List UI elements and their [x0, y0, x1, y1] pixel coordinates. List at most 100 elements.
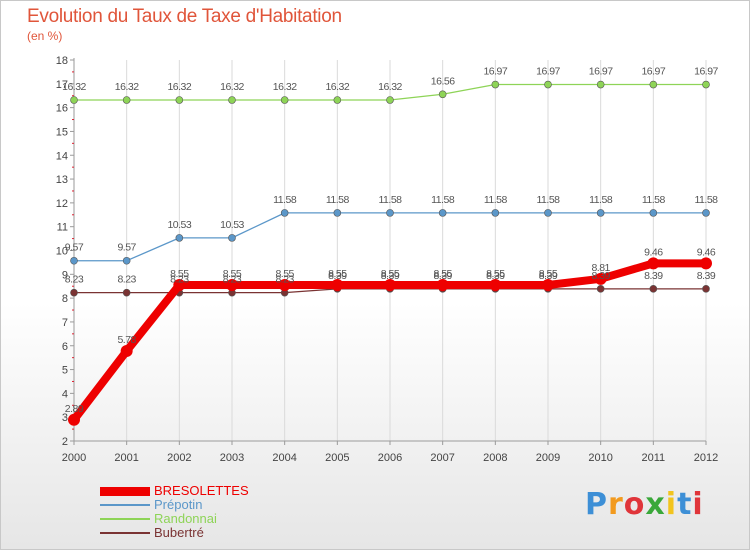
data-point	[333, 96, 342, 104]
data-label: 8.81	[591, 262, 610, 274]
data-point	[544, 80, 552, 89]
data-label: 8.23	[117, 274, 136, 286]
data-label: 16.97	[641, 66, 665, 78]
data-label: 11.58	[431, 194, 455, 206]
data-label: 8.39	[697, 270, 716, 282]
data-label: 16.32	[115, 81, 139, 93]
data-point	[702, 209, 710, 217]
data-label: 11.58	[326, 194, 350, 206]
data-label: 8.55	[539, 268, 558, 280]
data-label: 8.55	[170, 268, 189, 280]
x-tick-label: 2012	[694, 452, 718, 464]
y-tick-label: 3	[62, 412, 68, 424]
proxiti-logo: Proxiti	[585, 487, 704, 522]
y-tick-label: 13	[56, 174, 68, 186]
x-tick-label: 2001	[114, 452, 138, 464]
data-point	[70, 96, 78, 104]
logo-letter: o	[623, 487, 646, 522]
legend-label: Randonnai	[154, 511, 217, 526]
x-tick-label: 2009	[536, 452, 560, 464]
grid-lines	[73, 60, 707, 441]
data-label: 16.97	[536, 66, 560, 78]
data-label: 11.58	[273, 194, 297, 206]
data-label: 8.39	[433, 270, 452, 282]
data-label: 9.57	[65, 242, 84, 254]
data-point	[68, 413, 80, 426]
legend-item: BRESOLETTES	[100, 484, 249, 498]
data-label: 16.32	[167, 81, 191, 93]
y-tick-label: 17	[56, 79, 68, 91]
data-point	[438, 90, 447, 99]
legend-swatch	[100, 532, 150, 534]
data-point	[702, 285, 710, 293]
logo-letter: x	[645, 487, 666, 522]
y-tick-label: 8	[62, 293, 68, 305]
data-label: 8.39	[328, 270, 347, 282]
data-point	[489, 279, 502, 292]
legend-item: Randonnai	[100, 512, 249, 526]
data-label: 8.55	[433, 268, 452, 280]
legend-label: Prépotin	[154, 497, 203, 512]
data-label: 8.23	[65, 274, 84, 286]
data-label: 8.39	[644, 270, 663, 282]
y-tick-label: 16	[56, 103, 68, 115]
data-point	[175, 96, 184, 104]
y-tick-label: 5	[62, 365, 68, 377]
legend-label: BRESOLETTES	[154, 483, 249, 498]
y-tick-label: 11	[57, 222, 68, 234]
x-tick-label: 2005	[325, 452, 349, 464]
logo-letter: i	[665, 487, 678, 522]
data-label: 16.97	[483, 66, 507, 78]
x-tick-label: 2008	[483, 452, 507, 464]
data-label: 16.32	[273, 81, 297, 93]
data-label: 8.39	[381, 270, 400, 282]
data-point	[122, 256, 131, 265]
y-tick-label: 12	[56, 198, 68, 210]
data-point	[228, 234, 236, 242]
data-point	[280, 96, 289, 104]
y-tick-label: 9	[62, 269, 68, 281]
data-label: 9.46	[644, 246, 663, 258]
data-label: 8.55	[275, 268, 294, 280]
x-tick-label: 2004	[272, 452, 296, 464]
data-label: 9.57	[117, 242, 136, 254]
data-point	[436, 279, 449, 292]
data-label: 11.58	[537, 194, 561, 206]
data-point	[702, 80, 710, 89]
data-label: 16.32	[220, 81, 244, 93]
data-point	[649, 209, 658, 217]
data-label: 11.58	[484, 194, 508, 206]
data-point	[649, 285, 658, 293]
data-point	[333, 209, 342, 217]
data-point	[386, 96, 394, 104]
data-label: 2.89	[65, 403, 84, 415]
data-label: 16.32	[62, 81, 86, 93]
data-point	[700, 257, 712, 270]
data-point	[647, 257, 660, 270]
data-label: 16.32	[325, 81, 349, 93]
y-tick-label: 14	[56, 150, 68, 162]
data-point	[544, 209, 552, 217]
data-label: 11.58	[642, 194, 666, 206]
legend-item: Bubertré	[100, 526, 249, 540]
y-tick-label: 7	[62, 317, 68, 329]
x-tick-label: 2002	[167, 452, 191, 464]
data-point	[384, 279, 396, 292]
chart-subtitle: (en %)	[27, 29, 63, 43]
legend-swatch	[100, 504, 150, 506]
data-point	[280, 209, 289, 217]
data-label: 16.32	[378, 81, 402, 93]
y-tick-label: 4	[62, 388, 68, 400]
data-point	[596, 285, 605, 293]
data-label: 10.53	[220, 219, 244, 231]
data-point	[594, 272, 607, 285]
logo-letter: i	[692, 487, 704, 522]
data-point	[649, 80, 658, 89]
data-point	[173, 279, 186, 292]
x-tick-label: 2011	[642, 452, 666, 464]
data-label: 9.46	[697, 246, 716, 258]
data-label: 8.23	[223, 274, 242, 286]
data-label: 11.58	[695, 194, 719, 206]
y-tick-label: 10	[56, 246, 68, 258]
legend-swatch	[100, 486, 150, 496]
